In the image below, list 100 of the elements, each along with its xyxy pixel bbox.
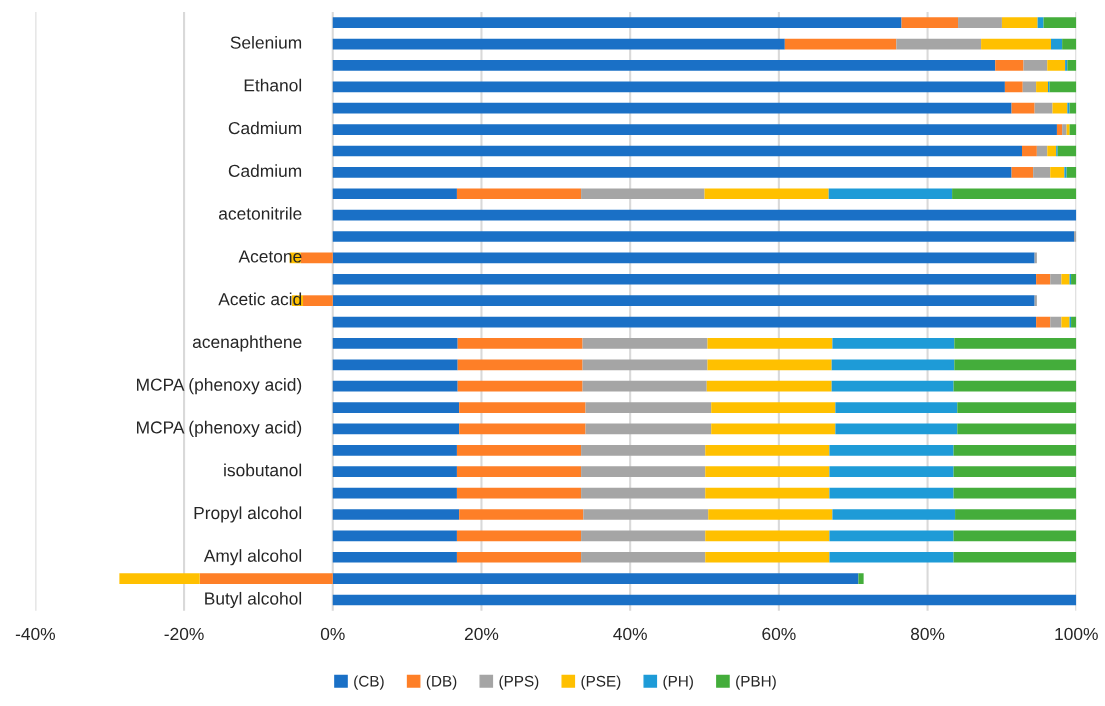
bar	[1036, 81, 1049, 93]
y-tick-label: Amyl alcohol	[203, 549, 302, 566]
bar	[829, 551, 954, 563]
bar	[784, 38, 897, 50]
bar	[332, 551, 457, 563]
legend-label: (PH)	[663, 675, 693, 690]
bar	[1036, 316, 1051, 328]
bar	[457, 359, 583, 371]
bar	[1037, 17, 1044, 29]
bar	[831, 380, 954, 392]
bar	[957, 402, 1077, 413]
bar	[1065, 60, 1068, 71]
bar	[954, 338, 1077, 349]
bar	[1056, 124, 1063, 135]
bar	[1064, 167, 1067, 178]
bar	[1049, 81, 1077, 93]
bar	[1062, 38, 1077, 50]
bar	[332, 295, 1035, 306]
x-tick-label: 0%	[320, 627, 345, 641]
bar	[1067, 60, 1077, 71]
bar	[332, 38, 785, 50]
bar	[582, 338, 708, 349]
bar	[332, 124, 1057, 135]
bar	[952, 188, 1077, 200]
bar	[300, 252, 333, 264]
bar	[1021, 145, 1037, 157]
bar	[456, 444, 582, 456]
bar	[1074, 231, 1077, 242]
bar	[459, 509, 584, 520]
bar	[1047, 60, 1066, 71]
bar	[581, 466, 706, 478]
y-tick-label: MCPA (phenoxy acid)	[137, 378, 302, 395]
bar	[957, 423, 1077, 435]
y-tick-label: isobutanol	[224, 463, 302, 477]
bar	[459, 402, 586, 413]
bar	[901, 17, 959, 29]
bar	[456, 551, 582, 563]
bar	[332, 188, 457, 200]
y-tick-label: Cadmium	[228, 121, 302, 135]
bar	[332, 167, 1012, 178]
bar	[332, 530, 457, 542]
x-tick-label: 40%	[613, 627, 647, 641]
bar	[332, 252, 1035, 264]
bar	[582, 380, 707, 392]
bar	[829, 444, 954, 456]
bar	[958, 17, 1002, 29]
y-tick-label: Cadmium	[228, 164, 302, 178]
bar	[332, 487, 457, 499]
bar	[1036, 145, 1048, 157]
bar	[332, 102, 1012, 114]
x-tick-label: -20%	[164, 627, 204, 641]
y-tick-label: Selenium	[230, 35, 302, 49]
bar	[585, 423, 712, 435]
bar	[1061, 273, 1070, 285]
bar	[953, 380, 1077, 392]
bar	[332, 60, 996, 71]
bar	[1036, 273, 1051, 285]
bar	[332, 444, 457, 456]
bar	[705, 444, 830, 456]
y-tick-label: Ethanol	[244, 78, 302, 92]
bar	[1050, 167, 1065, 178]
bar	[1050, 273, 1062, 285]
legend-label: (PSE)	[581, 675, 621, 690]
bar	[583, 509, 709, 520]
y-tick-label: acetonitrile	[218, 207, 302, 220]
legend-label: (CB)	[354, 675, 384, 690]
bar	[705, 551, 830, 563]
bar	[1069, 102, 1077, 114]
bar	[332, 273, 1037, 285]
x-tick-label: -40%	[15, 627, 56, 641]
bar	[1023, 60, 1048, 71]
y-tick-label: Propyl alcohol	[194, 506, 302, 523]
bar	[581, 487, 706, 499]
bar	[1062, 124, 1067, 135]
bar	[581, 444, 706, 456]
bar	[332, 81, 1005, 93]
bar	[704, 188, 829, 200]
bar	[953, 530, 1077, 542]
bar	[1034, 102, 1053, 114]
y-tick-label: MCPA (phenoxy acid)	[137, 420, 302, 438]
bar	[581, 530, 706, 542]
bar	[995, 60, 1024, 71]
bar	[332, 466, 457, 478]
bar	[332, 231, 1075, 242]
bar	[457, 380, 583, 392]
bar	[953, 551, 1077, 563]
bar	[332, 316, 1037, 328]
x-tick-label: 80%	[910, 627, 945, 641]
bar	[1022, 81, 1037, 93]
bar	[332, 423, 460, 435]
bar	[582, 359, 708, 371]
bar	[456, 487, 582, 499]
x-tick-label: 100%	[1055, 627, 1098, 641]
legend-label: (PBH)	[736, 675, 776, 690]
bar	[953, 487, 1077, 499]
bar	[332, 402, 460, 413]
bar	[332, 145, 1022, 157]
bar	[835, 402, 958, 413]
bar	[953, 444, 1077, 456]
bar	[332, 509, 460, 520]
